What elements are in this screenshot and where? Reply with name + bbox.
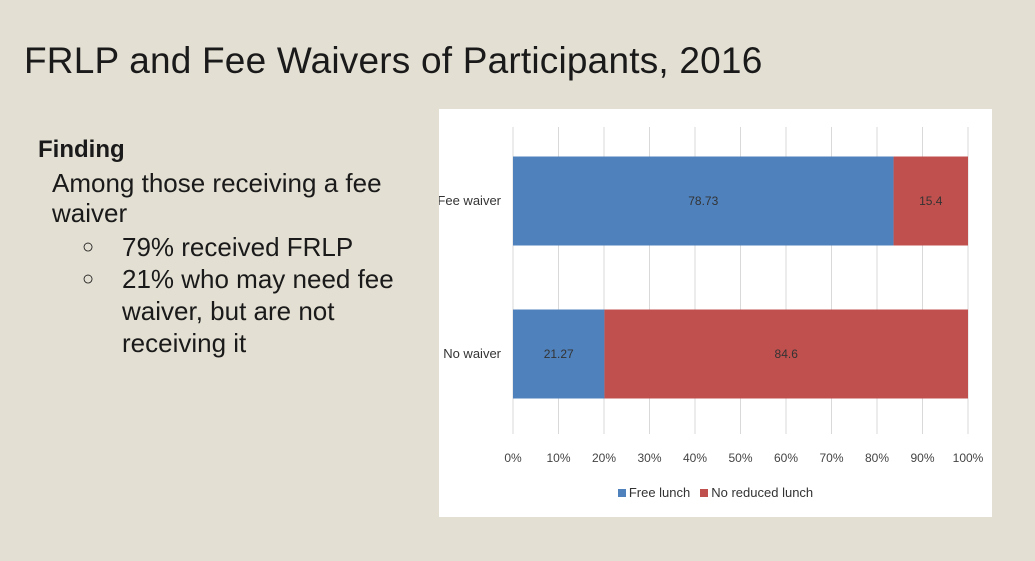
- category-label: Fee waiver: [439, 193, 502, 208]
- legend-swatch: [700, 488, 709, 497]
- x-tick-label: 30%: [637, 451, 661, 465]
- x-tick-label: 50%: [728, 451, 752, 465]
- stacked-bar-chart: 0% 10% 20% 30% 40% 50% 60% 70% 80% 90% 100% 78.73 15…: [439, 127, 984, 465]
- data-label: 78.73: [688, 194, 718, 208]
- x-tick-label: 80%: [865, 451, 889, 465]
- x-tick-label: 100%: [953, 451, 984, 465]
- chart-legend: Free lunch No reduced lunch: [439, 485, 992, 500]
- bullet-marker: ○: [82, 268, 95, 290]
- x-tick-label: 90%: [910, 451, 934, 465]
- x-tick-label: 10%: [546, 451, 570, 465]
- finding-heading: Finding: [38, 136, 125, 163]
- data-label: 21.27: [544, 347, 574, 361]
- legend-item: No reduced lunch: [700, 485, 813, 500]
- bar-segment: [604, 309, 968, 399]
- x-tick-label: 60%: [774, 451, 798, 465]
- finding-section: Finding Among those receiving a fee waiv…: [38, 136, 418, 359]
- bar-segment: [893, 156, 968, 246]
- bullet-text: 21% who may need fee waiver, but are not…: [122, 264, 394, 358]
- bar-segment: [513, 156, 894, 246]
- bullet-item: ○ 21% who may need fee waiver, but are n…: [38, 263, 418, 359]
- legend-label: Free lunch: [628, 485, 691, 500]
- legend-swatch: [617, 488, 626, 497]
- bullet-text: 79% received FRLP: [122, 232, 354, 262]
- x-tick-label: 70%: [819, 451, 843, 465]
- finding-bullets: ○ 79% received FRLP ○ 21% who may need f…: [38, 231, 418, 359]
- legend-item: Free lunch: [617, 485, 691, 500]
- slide-title: FRLP and Fee Waivers of Participants, 20…: [24, 40, 763, 81]
- category-label: No waiver: [443, 346, 501, 361]
- finding-intro: Among those receiving a fee waiver: [52, 168, 382, 228]
- bar-segment: [513, 309, 605, 399]
- legend-label: No reduced lunch: [711, 485, 814, 500]
- chart-panel: 0% 10% 20% 30% 40% 50% 60% 70% 80% 90% 100% 78.73 15…: [439, 109, 992, 517]
- x-tick-label: 40%: [683, 451, 707, 465]
- x-tick-label: 20%: [592, 451, 616, 465]
- data-label: 84.6: [775, 347, 799, 361]
- bullet-item: ○ 79% received FRLP: [38, 231, 418, 263]
- data-label: 15.4: [919, 194, 943, 208]
- x-tick-label: 0%: [504, 451, 522, 465]
- bullet-marker: ○: [82, 236, 95, 258]
